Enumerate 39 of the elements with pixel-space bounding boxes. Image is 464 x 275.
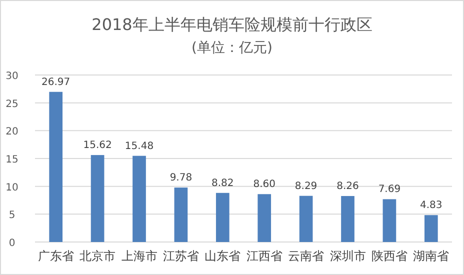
data-label: 15.62: [83, 140, 112, 152]
bar: [216, 192, 230, 242]
bar: [341, 196, 354, 242]
x-tick-label: 深圳市: [330, 249, 366, 263]
data-label: 8.29: [294, 180, 318, 192]
data-label: 4.83: [420, 200, 442, 212]
data-label: 8.26: [336, 181, 359, 192]
data-label: 8.82: [212, 178, 234, 189]
data-label: 7.69: [378, 184, 401, 196]
bar: [424, 215, 438, 242]
bar: [90, 155, 104, 242]
x-tick-label: 山东省: [204, 249, 241, 263]
x-tick-label: 云南省: [288, 249, 324, 263]
x-tick-label: 江苏省: [162, 249, 199, 263]
x-tick-label: 陕西省: [371, 249, 408, 263]
y-tick-label: 0: [8, 238, 16, 249]
data-label: 26.97: [42, 76, 70, 88]
bar: [132, 156, 146, 242]
data-label: 9.78: [170, 172, 192, 184]
x-tick-label: 江西省: [246, 249, 282, 263]
y-tick-label: 10: [6, 182, 18, 194]
x-tick-label: 上海市: [121, 249, 158, 263]
chart-title: 2018年上半年电销车险规模前十行政区: [92, 15, 372, 34]
x-tick-label: 湖南省: [413, 249, 450, 263]
y-tick-label: 25: [6, 98, 18, 110]
x-tick-label: 北京市: [80, 249, 116, 263]
y-tick-label: 5: [8, 210, 16, 222]
bar: [174, 188, 188, 242]
y-tick-label: 15: [6, 154, 18, 166]
data-label: 15.48: [124, 140, 154, 152]
bar: [49, 92, 63, 242]
chart-subtitle: (单位：亿元): [192, 40, 272, 56]
bar: [299, 196, 313, 242]
bar: [382, 199, 396, 242]
bar: [258, 194, 272, 242]
y-tick-label: 20: [6, 126, 18, 138]
y-tick-label: 30: [6, 71, 18, 82]
x-tick-label: 广东省: [38, 249, 74, 263]
data-label: 8.60: [253, 179, 276, 190]
